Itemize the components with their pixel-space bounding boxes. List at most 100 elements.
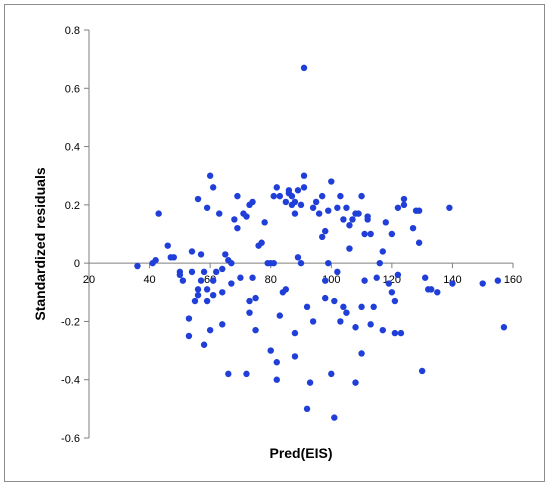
data-point bbox=[273, 184, 280, 191]
data-point bbox=[228, 280, 235, 287]
data-point bbox=[228, 259, 235, 267]
data-point bbox=[373, 274, 380, 281]
data-point bbox=[337, 192, 344, 200]
data-point bbox=[191, 297, 199, 305]
data-point bbox=[300, 172, 308, 179]
data-point bbox=[249, 198, 256, 206]
data-point bbox=[358, 303, 365, 311]
data-point bbox=[252, 294, 259, 302]
data-point bbox=[449, 280, 456, 287]
y-tick-label: 0.8 bbox=[65, 25, 80, 37]
data-point bbox=[300, 184, 308, 191]
data-point bbox=[364, 213, 371, 220]
data-point bbox=[306, 379, 314, 386]
data-point bbox=[355, 210, 362, 217]
data-point bbox=[303, 405, 311, 413]
data-point bbox=[246, 309, 253, 316]
data-point bbox=[312, 198, 320, 206]
data-point bbox=[270, 192, 277, 200]
data-point bbox=[409, 224, 417, 232]
data-point bbox=[297, 259, 305, 267]
data-point bbox=[216, 210, 223, 217]
data-point bbox=[325, 259, 332, 267]
data-point bbox=[285, 187, 293, 194]
x-tick-label: 80 bbox=[265, 274, 277, 286]
data-point bbox=[343, 204, 350, 211]
data-point bbox=[340, 216, 347, 223]
data-point bbox=[334, 204, 341, 211]
data-point bbox=[328, 178, 335, 185]
data-point bbox=[446, 204, 453, 211]
data-point bbox=[421, 274, 429, 281]
data-point bbox=[382, 219, 389, 226]
data-point bbox=[203, 286, 211, 293]
data-point bbox=[379, 326, 386, 334]
data-point bbox=[225, 370, 232, 378]
y-tick-label: 0.4 bbox=[65, 142, 80, 154]
data-point bbox=[270, 259, 277, 267]
data-point bbox=[328, 370, 335, 378]
data-point bbox=[179, 277, 187, 284]
axes bbox=[84, 29, 514, 439]
data-point bbox=[500, 324, 508, 331]
data-point bbox=[188, 248, 196, 255]
x-tick-label: 140 bbox=[443, 274, 461, 286]
data-point bbox=[237, 274, 244, 281]
data-point bbox=[209, 292, 217, 299]
data-point bbox=[370, 303, 377, 311]
data-point bbox=[400, 201, 408, 209]
data-point bbox=[258, 239, 265, 246]
data-point bbox=[331, 414, 338, 421]
data-point bbox=[385, 280, 393, 287]
data-point bbox=[194, 195, 202, 203]
data-point bbox=[361, 277, 368, 284]
scatter-chart: -0.6-0.4-0.200.20.40.60.8204060801001201… bbox=[32, 25, 522, 461]
y-axis-title: Standardized residuals bbox=[32, 167, 48, 320]
data-point bbox=[346, 245, 353, 252]
data-point bbox=[291, 210, 299, 217]
x-axis-title: Pred(EIS) bbox=[269, 445, 332, 461]
data-point bbox=[322, 227, 329, 235]
data-point bbox=[273, 359, 280, 366]
data-point bbox=[340, 303, 347, 311]
data-point bbox=[322, 294, 329, 302]
data-point bbox=[219, 321, 226, 328]
data-point bbox=[367, 321, 374, 328]
data-point bbox=[303, 303, 311, 311]
data-point bbox=[276, 192, 283, 200]
data-point bbox=[309, 204, 317, 211]
data-point bbox=[246, 297, 253, 305]
data-point bbox=[170, 254, 177, 261]
data-point bbox=[331, 297, 338, 305]
data-point bbox=[164, 242, 171, 249]
data-point bbox=[297, 201, 305, 209]
data-point bbox=[352, 379, 359, 386]
data-point bbox=[479, 280, 486, 287]
data-point bbox=[415, 239, 423, 246]
data-point bbox=[315, 210, 323, 217]
data-point bbox=[352, 324, 359, 331]
data-point bbox=[325, 207, 332, 214]
data-point bbox=[376, 259, 383, 267]
x-tick-label: 40 bbox=[143, 274, 155, 286]
data-point bbox=[206, 326, 214, 334]
data-point bbox=[203, 297, 211, 305]
data-point bbox=[276, 312, 283, 319]
data-point bbox=[319, 192, 326, 200]
data-point bbox=[415, 207, 423, 214]
data-point bbox=[185, 332, 193, 340]
y-tick-label: -0.6 bbox=[61, 433, 80, 445]
data-point bbox=[185, 315, 193, 322]
data-point bbox=[358, 192, 365, 200]
data-point bbox=[337, 318, 344, 325]
data-point bbox=[252, 326, 259, 334]
x-tick-label: 160 bbox=[504, 274, 522, 286]
data-point bbox=[434, 289, 441, 296]
data-point bbox=[388, 230, 396, 238]
data-point bbox=[391, 329, 399, 337]
data-point bbox=[343, 309, 350, 316]
data-point bbox=[209, 184, 217, 191]
data-point bbox=[249, 274, 256, 281]
data-point bbox=[267, 347, 274, 354]
data-point bbox=[188, 268, 196, 276]
